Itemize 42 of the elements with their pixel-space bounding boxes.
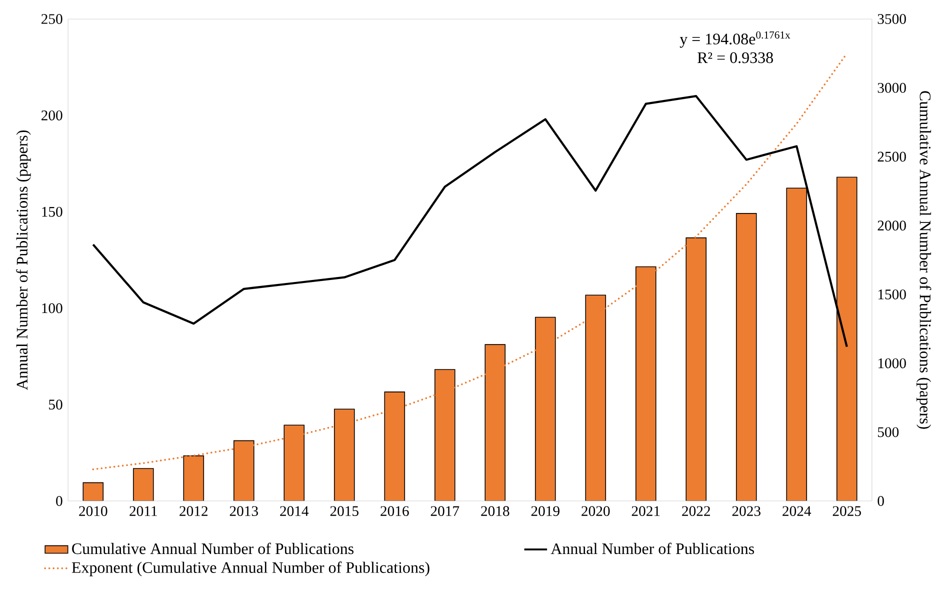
x-tick-label: 2016 (380, 506, 409, 516)
x-tick-label: 2011 (130, 506, 157, 516)
bar (82, 482, 104, 501)
y-tick-label: 200 (42, 110, 62, 120)
x-tick-label: 2019 (531, 506, 560, 516)
bar (736, 213, 757, 501)
legend-label: Annual Number of Publications (550, 542, 754, 554)
bar (132, 468, 154, 501)
x-tick-label: 2013 (230, 506, 258, 516)
x-tick-label: 2017 (430, 506, 460, 516)
x-tick-label: 2023 (732, 506, 760, 516)
x-tick-label: 2012 (180, 506, 208, 516)
y2-axis-title: Cumulative Annual Number of Publications (papers) (916, 91, 932, 429)
y-axis-title: Annual Number of Publications (papers) (16, 130, 31, 390)
x-tick-label: 2010 (79, 506, 108, 516)
y2-tick-label: 1000 (878, 358, 906, 368)
bar (786, 188, 808, 501)
x-tick-label: 2018 (481, 506, 510, 516)
bar (836, 176, 858, 501)
x-tick-label: 2015 (330, 506, 358, 516)
x-tick-label: 2020 (582, 506, 610, 516)
x-tick-label: 2014 (280, 506, 309, 516)
y2-tick-label: 3500 (878, 14, 906, 24)
annotation: R² = 0.9338 (698, 52, 773, 64)
y-tick-label: 100 (42, 303, 62, 314)
x-tick-label: 2021 (632, 506, 660, 516)
legend-label: Exponent (Cumulative Annual Number of Publications) (72, 562, 430, 576)
y2-tick-label: 3000 (878, 82, 906, 93)
y2-tick-label: 0 (878, 496, 884, 506)
y-tick-label: 50 (49, 400, 62, 410)
y-tick-label: 150 (42, 206, 62, 217)
x-tick-label: 2022 (682, 506, 710, 516)
y2-tick-label: 2500 (878, 152, 906, 162)
x-tick-label: 2025 (832, 506, 861, 516)
y2-tick-label: 2000 (878, 220, 906, 231)
legend-label: Cumulative Annual Number of Publications (72, 542, 354, 554)
x-tick-label: 2024 (782, 506, 812, 516)
y2-tick-label: 500 (878, 427, 899, 438)
annotation: y = 194.08e$^{0.1761x}$ (680, 31, 790, 48)
y-tick-label: 250 (42, 14, 62, 24)
y-tick-label: 0 (56, 496, 62, 506)
y2-tick-label: 1500 (878, 289, 906, 300)
